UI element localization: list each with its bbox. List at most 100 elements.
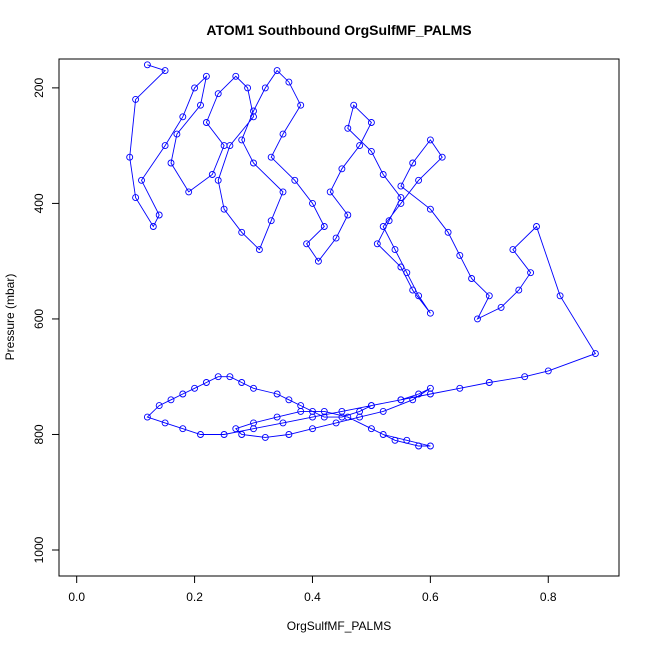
data-point (385, 217, 393, 225)
data-point (444, 228, 452, 236)
y-tick-label: 1000 (32, 536, 46, 563)
data-point (379, 431, 387, 438)
data-point (126, 153, 134, 161)
data-point (303, 240, 311, 248)
data-point (326, 188, 334, 196)
data-point (391, 246, 399, 254)
data-point (220, 205, 228, 213)
data-point (344, 413, 352, 421)
data-point (285, 396, 293, 404)
data-point (143, 413, 151, 421)
chart-title: ATOM1 Southbound OrgSulfMF_PALMS (206, 22, 471, 38)
data-point (132, 194, 140, 202)
data-point (556, 292, 564, 300)
data-point (238, 379, 246, 386)
data-point (409, 396, 417, 404)
data-point (397, 263, 405, 271)
data-point (273, 390, 281, 398)
data-point (155, 211, 163, 219)
data-point (397, 396, 405, 404)
series-line (129, 64, 597, 447)
data-point (391, 436, 399, 444)
data-point (285, 431, 293, 438)
data-point (373, 240, 381, 248)
data-point (485, 292, 493, 300)
data-point (167, 396, 175, 404)
data-point (238, 431, 246, 438)
data-point (309, 199, 316, 207)
data-point (244, 84, 252, 92)
data-point (202, 72, 210, 80)
data-point (409, 286, 417, 294)
data-point (232, 425, 240, 433)
data-point (191, 84, 199, 92)
x-tick-label: 0.4 (304, 590, 321, 604)
data-point (379, 171, 387, 178)
data-point (591, 350, 599, 358)
data-point (238, 228, 246, 236)
data-point (149, 223, 157, 230)
y-tick-label: 600 (32, 309, 46, 329)
data-point (415, 390, 423, 398)
data-point (297, 407, 305, 415)
data-point (285, 78, 293, 86)
plot-frame (58, 58, 620, 577)
y-axis-label: Pressure (mbar) (3, 274, 17, 361)
data-point (309, 425, 316, 433)
data-point (250, 384, 257, 392)
data-point (397, 199, 405, 207)
data-point (250, 159, 257, 167)
data-point (197, 431, 204, 438)
data-point (409, 159, 417, 167)
data-point (191, 384, 199, 392)
data-point (367, 147, 375, 155)
data-point (544, 367, 552, 375)
data-point (138, 176, 145, 184)
data-point (220, 431, 228, 438)
data-point (426, 205, 434, 213)
data-point (438, 153, 446, 161)
x-axis: 0.0 0.2 0.4 0.6 0.8 (68, 576, 557, 604)
data-point (332, 234, 340, 242)
data-point (267, 217, 275, 225)
data-point (426, 442, 434, 450)
data-point (497, 303, 505, 311)
data-point (179, 390, 187, 398)
data-point (338, 165, 346, 173)
data-point (161, 67, 169, 75)
data-point (367, 425, 375, 433)
data-point (173, 130, 181, 138)
data-point (456, 251, 464, 259)
data-point (415, 176, 423, 184)
data-point (202, 379, 210, 386)
data-point (356, 413, 364, 421)
y-tick-label: 400 (32, 193, 46, 213)
data-point (238, 136, 246, 144)
data-point (314, 257, 322, 265)
data-point (273, 413, 281, 421)
data-point (185, 188, 193, 196)
data-point (426, 309, 434, 317)
data-point (291, 176, 299, 184)
data-point (403, 436, 411, 444)
data-point (350, 101, 358, 109)
data-point (332, 419, 340, 427)
data-point (214, 176, 222, 184)
data-point (379, 223, 387, 230)
data-point (426, 136, 434, 144)
x-tick-label: 0.8 (540, 590, 557, 604)
data-point (521, 373, 529, 381)
data-point (379, 407, 387, 415)
data-point (261, 84, 269, 92)
y-axis: 200 400 600 800 1000 (32, 78, 59, 563)
data-point (226, 142, 234, 150)
data-point (367, 402, 375, 410)
data-point (533, 223, 540, 230)
data-point (208, 171, 216, 178)
y-tick-label: 800 (32, 424, 46, 444)
data-point (527, 269, 535, 277)
x-tick-label: 0.6 (422, 590, 439, 604)
